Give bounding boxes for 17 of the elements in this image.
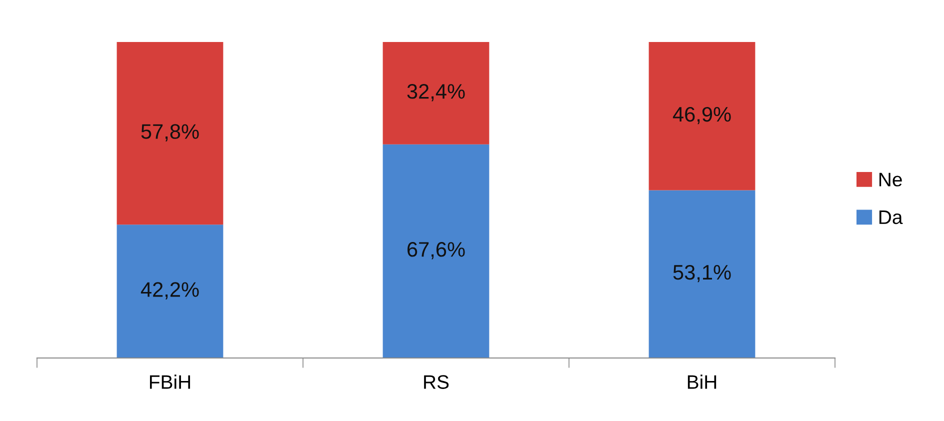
bar — [382, 144, 490, 358]
data-label: 46,9% — [672, 106, 731, 124]
legend-label: Ne — [879, 172, 902, 186]
data-label: 42,2% — [140, 282, 199, 300]
legend-label: Da — [879, 210, 903, 224]
bar — [648, 190, 756, 358]
bar — [648, 42, 756, 190]
bar — [116, 224, 224, 358]
bar — [382, 42, 490, 144]
x-tick-label: RS — [424, 375, 449, 389]
bar — [116, 42, 224, 225]
data-label: 32,4% — [407, 84, 465, 102]
data-label: 53,1% — [673, 264, 731, 282]
data-label: 67,6% — [408, 242, 465, 260]
data-label: 57,8% — [141, 124, 199, 142]
x-tick-label: FBiH — [150, 374, 190, 389]
x-tick-label: BiH — [688, 374, 716, 389]
